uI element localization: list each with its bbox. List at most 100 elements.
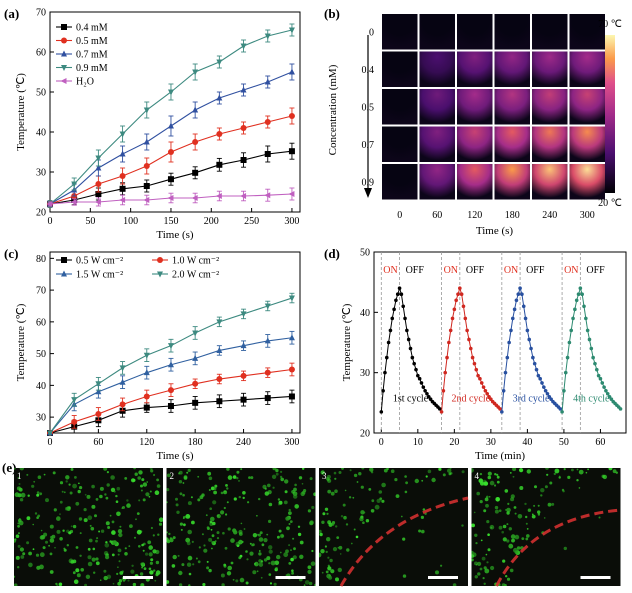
cell-dot	[297, 525, 301, 528]
heatmap-cell	[382, 89, 418, 125]
cell-dot	[341, 468, 344, 470]
cell-dot	[17, 493, 22, 498]
cell-dot	[214, 484, 218, 488]
cell-dot	[558, 475, 561, 478]
data-point	[397, 286, 402, 290]
cell-dot	[307, 509, 311, 513]
cell-dot	[241, 540, 244, 543]
cell-dot	[155, 573, 159, 577]
data-point	[240, 311, 247, 318]
cell-dot	[154, 490, 160, 495]
micrograph-number: 1	[17, 471, 22, 481]
data-point	[478, 376, 482, 381]
cell-dot	[19, 518, 21, 520]
data-point	[425, 391, 429, 396]
on-label: ON	[444, 265, 458, 276]
cell-dot	[75, 568, 80, 573]
cell-dot	[576, 468, 579, 471]
cell-dot	[95, 539, 98, 543]
cell-dot	[112, 540, 117, 545]
data-point	[71, 397, 78, 404]
cell-dot	[87, 515, 93, 520]
legend-marker	[157, 271, 163, 278]
series-4	[47, 23, 295, 208]
cycle-label: 4th cycle	[573, 394, 610, 405]
data-point	[558, 407, 563, 411]
cell-dot	[404, 490, 408, 494]
cell-dot	[378, 490, 383, 494]
cell-dot	[249, 551, 254, 556]
cell-dot	[195, 557, 198, 560]
data-point	[516, 292, 521, 297]
cell-dot	[263, 558, 268, 562]
y-tick-label: 30	[36, 168, 46, 179]
cell-dot	[137, 476, 141, 480]
cell-dot	[461, 524, 464, 527]
cell-dot	[42, 546, 46, 550]
cell-dot	[285, 549, 289, 554]
cell-dot	[118, 560, 121, 563]
cell-dot	[15, 534, 20, 538]
cell-dot	[509, 568, 514, 573]
cell-dot	[247, 501, 250, 504]
x-tick-label: 60	[93, 437, 103, 448]
data-point	[591, 355, 595, 360]
cell-dot	[227, 527, 231, 531]
data-point	[483, 388, 488, 393]
cell-dot	[166, 531, 168, 534]
cell-dot	[142, 498, 146, 502]
cell-dot	[216, 514, 221, 519]
cell-dot	[288, 544, 291, 547]
cell-dot	[537, 504, 540, 507]
cell-dot	[330, 569, 335, 574]
cell-dot	[191, 540, 194, 543]
data-point	[95, 155, 102, 162]
cell-dot	[61, 490, 64, 493]
cell-dot	[487, 533, 490, 536]
cell-dot	[183, 523, 186, 527]
cell-dot	[562, 490, 565, 493]
panel-label: (a)	[4, 6, 19, 21]
cell-dot	[328, 574, 331, 577]
legend-label: 0.4 mM	[76, 23, 108, 34]
cell-dot	[414, 478, 419, 484]
cell-dot	[260, 576, 263, 579]
y-tick-label: 20	[36, 208, 46, 219]
cell-dot	[227, 565, 232, 571]
data-point	[167, 89, 174, 96]
scale-bar	[275, 576, 306, 579]
series-4	[47, 292, 295, 437]
cell-dot	[104, 493, 107, 496]
cell-dot	[330, 491, 335, 496]
cell-dot	[148, 552, 153, 557]
cell-dot	[36, 493, 40, 497]
cell-dot	[178, 570, 183, 576]
cell-dot	[280, 470, 283, 473]
cell-dot	[18, 520, 24, 526]
cell-dot	[498, 509, 502, 512]
cell-dot	[405, 481, 408, 485]
cell-dot	[89, 524, 92, 527]
x-tick-label: 60	[432, 210, 442, 221]
legend-marker	[61, 24, 67, 30]
data-point	[216, 131, 223, 137]
boundary-line	[495, 508, 621, 587]
cell-dot	[56, 529, 61, 534]
cell-dot	[190, 496, 193, 499]
data-point	[459, 292, 464, 297]
cycle-label: 3rd cycle	[513, 394, 550, 405]
legend-item: 0.4 mM	[56, 23, 108, 34]
cell-dot	[238, 556, 242, 560]
data-point	[215, 193, 222, 199]
cell-dot	[106, 471, 109, 474]
heatmap-cell	[382, 51, 418, 87]
cell-dot	[277, 535, 280, 539]
cell-dot	[474, 533, 478, 537]
cell-dot	[197, 560, 201, 564]
cell-dot	[551, 502, 555, 506]
cell-dot	[327, 566, 332, 571]
boundary-line	[339, 496, 469, 587]
data-point	[540, 381, 544, 385]
data-point	[463, 316, 468, 321]
data-point	[419, 381, 424, 385]
